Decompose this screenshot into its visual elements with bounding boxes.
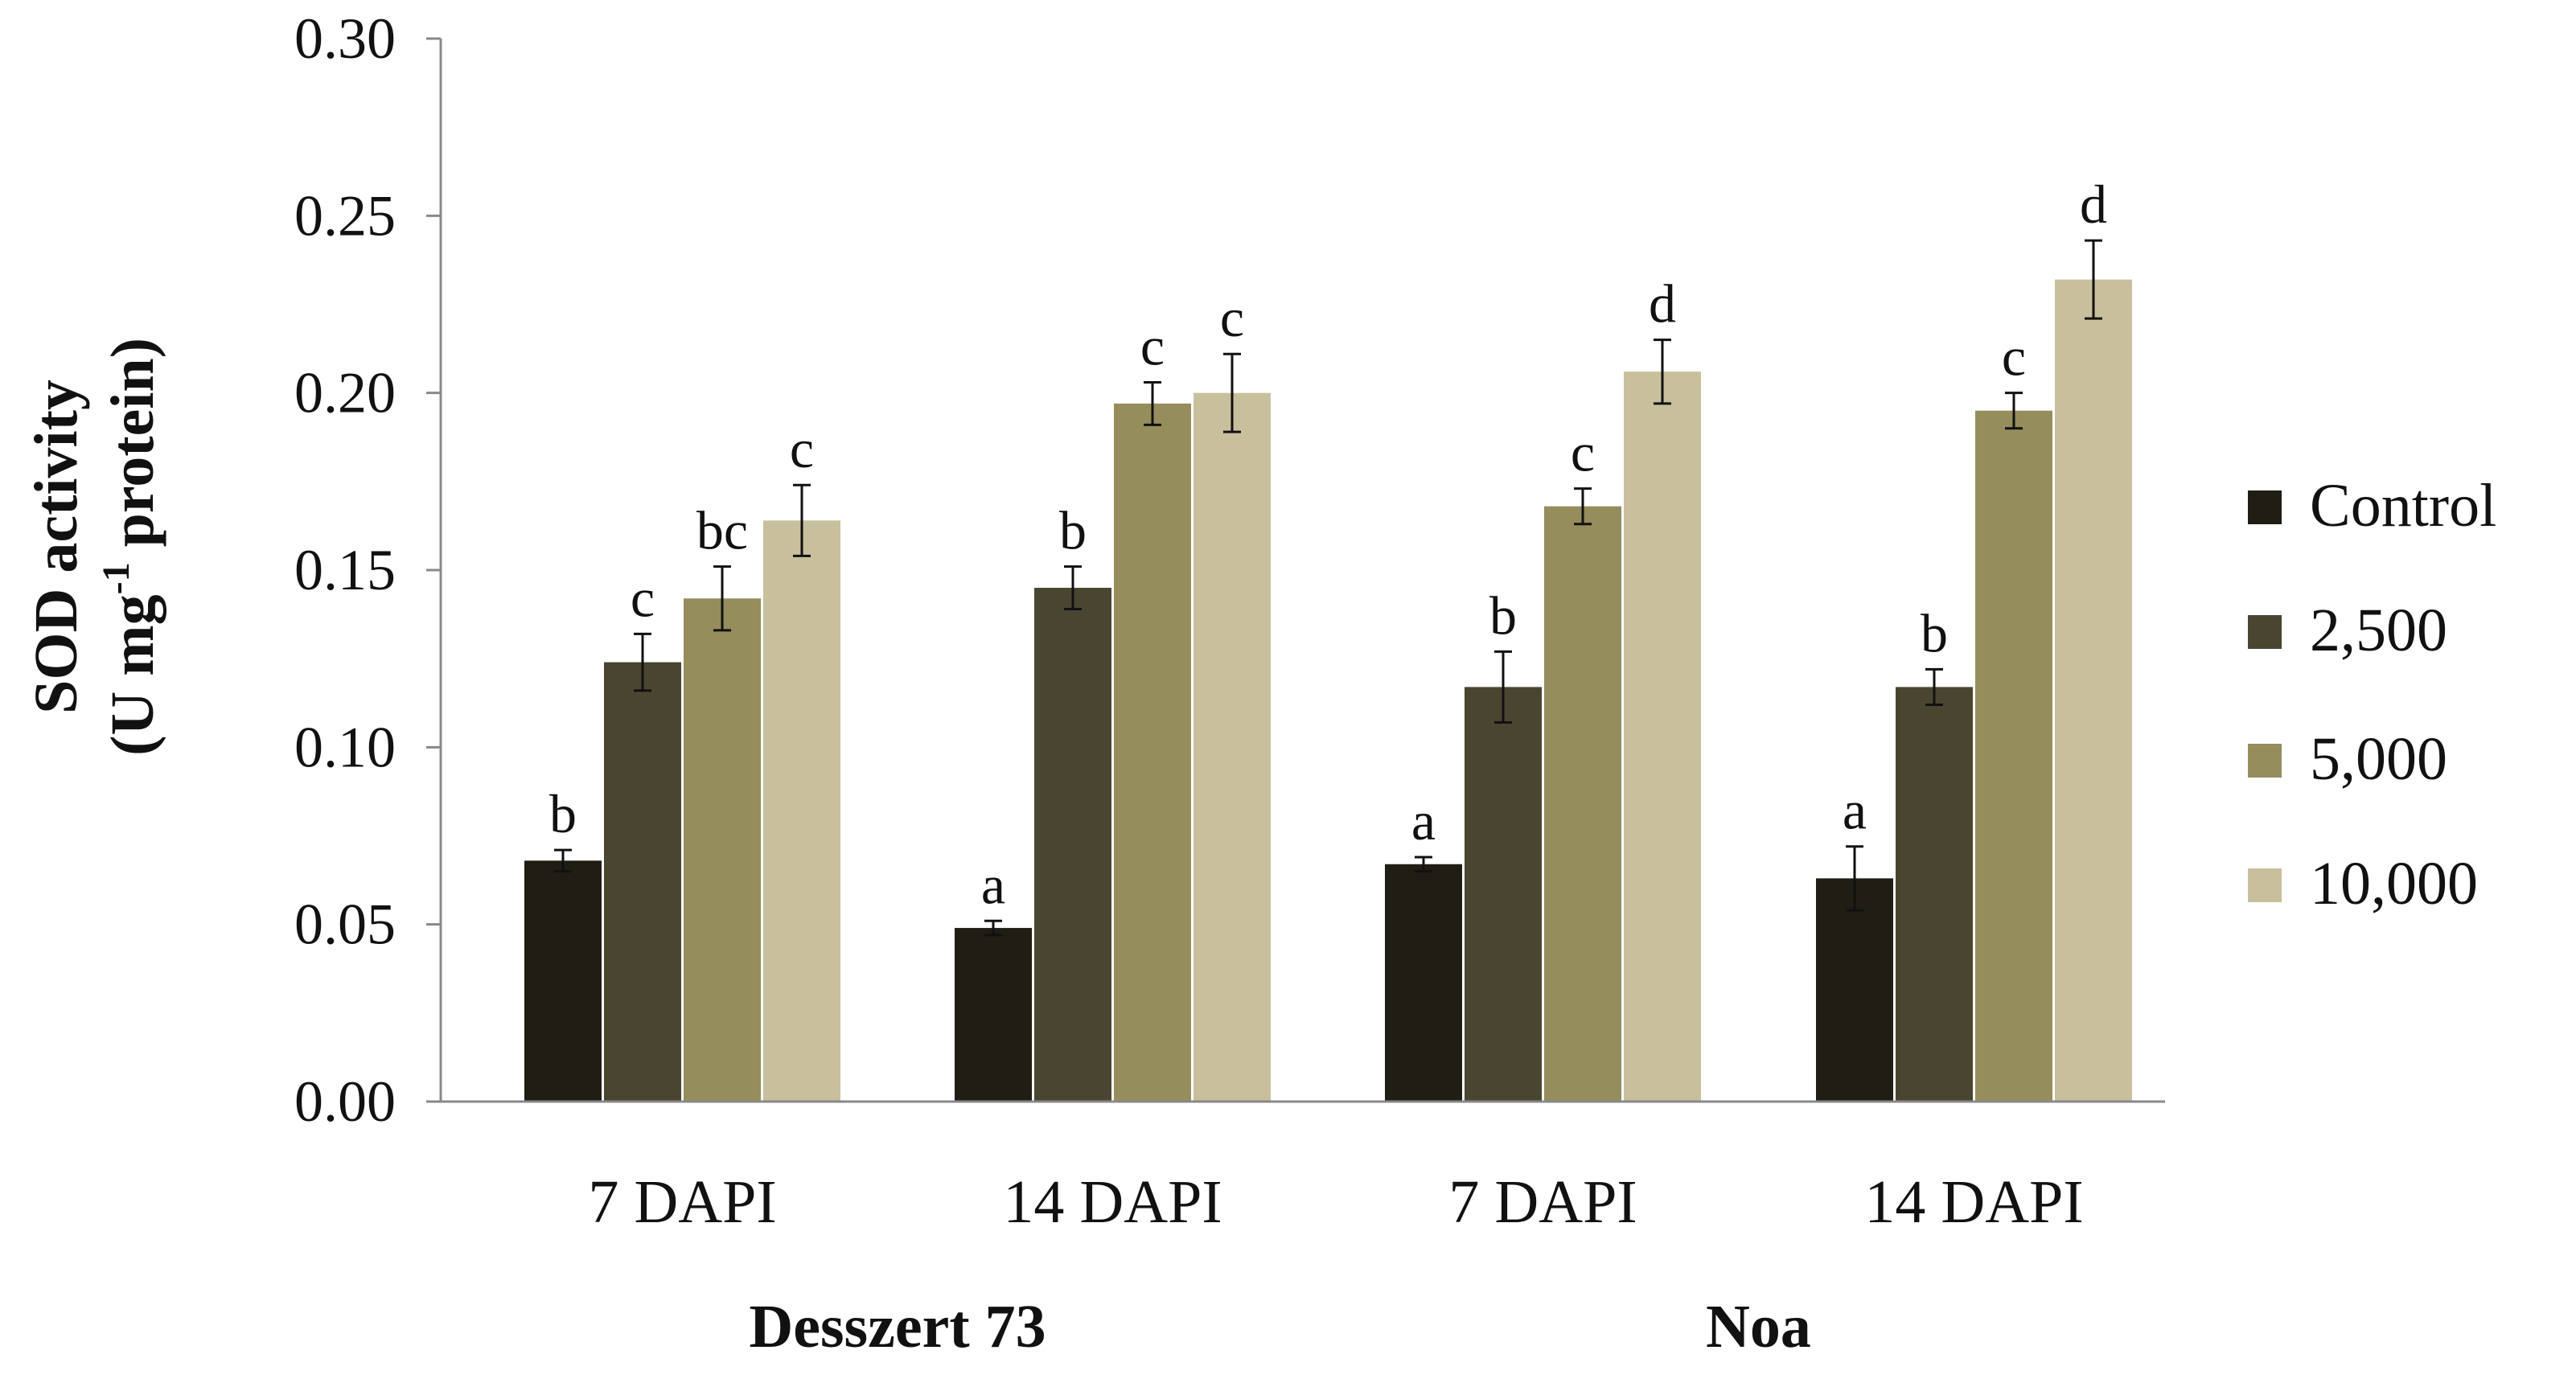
y-tick-label: 0.25	[294, 183, 396, 248]
significance-letter: c	[1571, 422, 1595, 483]
bar-2500-3	[1896, 687, 1973, 1102]
significance-letter: bc	[696, 500, 748, 561]
significance-letter: a	[1843, 780, 1867, 841]
legend-label: Control	[2310, 472, 2496, 540]
y-tick-label: 0.10	[294, 715, 396, 779]
significance-letter: c	[1220, 287, 1244, 348]
significance-letter: a	[1411, 790, 1436, 852]
bar-10000-1	[1194, 392, 1271, 1102]
x-tick-label: 7 DAPI	[1448, 1168, 1637, 1236]
bar-Control-1	[955, 928, 1032, 1102]
bar-Control-2	[1385, 864, 1462, 1102]
significance-letter: d	[2080, 174, 2107, 235]
significance-letter: b	[1921, 602, 1948, 663]
group-label: Desszert 73	[749, 1293, 1046, 1360]
y-tick-label: 0.15	[294, 538, 396, 602]
significance-letter: c	[631, 567, 655, 628]
significance-letter: c	[1140, 315, 1165, 376]
y-axis-label-line1: SOD activity	[23, 380, 90, 714]
significance-letter: b	[1489, 585, 1517, 646]
significance-letter: a	[981, 854, 1005, 915]
bar-10000-0	[763, 520, 840, 1102]
y-axis-label-line2: (U mg-1 protein)	[95, 338, 166, 756]
significance-letter: d	[1649, 273, 1676, 334]
y-axis-label-prefix: (U mg	[99, 594, 166, 756]
bar-5000-0	[684, 598, 761, 1102]
bar-5000-2	[1544, 506, 1621, 1102]
legend-label: 10,000	[2310, 850, 2478, 917]
axis-labels: Desszert 73 Noa SOD activity (U mg-1 protei…	[23, 338, 1811, 1360]
bar-Control-0	[524, 860, 602, 1102]
legend: Control 2,500 5,000 10,000	[2248, 472, 2496, 917]
y-tick-label: 0.05	[294, 893, 396, 957]
x-tick-label: 14 DAPI	[1864, 1168, 2083, 1236]
significance-letter: b	[549, 783, 577, 844]
significance-letter: b	[1059, 500, 1087, 561]
axes: 0.00 0.05 0.10 0.15 0.20 0.25 0.30 7 DAPI 14 DAP…	[294, 6, 2165, 1236]
bar-5000-3	[1975, 410, 2052, 1102]
y-axis-label-superscript: -1	[95, 562, 138, 594]
y-axis-label-suffix: protein)	[99, 338, 166, 562]
bar-5000-1	[1114, 403, 1191, 1102]
significance-letter: c	[2002, 326, 2026, 388]
legend-swatch	[2248, 615, 2282, 649]
bar-10000-2	[1624, 371, 1701, 1102]
y-tick-label: 0.30	[294, 6, 396, 71]
y-tick-label: 0.00	[294, 1069, 396, 1134]
bar-10000-3	[2055, 279, 2132, 1102]
bar-2500-1	[1034, 588, 1111, 1102]
bar-2500-2	[1465, 687, 1542, 1102]
legend-swatch	[2248, 744, 2282, 778]
legend-label: 2,500	[2310, 597, 2447, 664]
legend-swatch	[2248, 868, 2282, 902]
legend-swatch	[2248, 490, 2282, 524]
y-tick-label: 0.20	[294, 361, 396, 425]
legend-label: 5,000	[2310, 725, 2447, 793]
bar-2500-0	[604, 662, 681, 1102]
group-label: Noa	[1706, 1293, 1811, 1360]
x-tick-label: 7 DAPI	[588, 1168, 776, 1236]
bar-Control-3	[1816, 878, 1893, 1102]
significance-letter: c	[790, 418, 814, 479]
x-tick-label: 14 DAPI	[1003, 1168, 1222, 1236]
